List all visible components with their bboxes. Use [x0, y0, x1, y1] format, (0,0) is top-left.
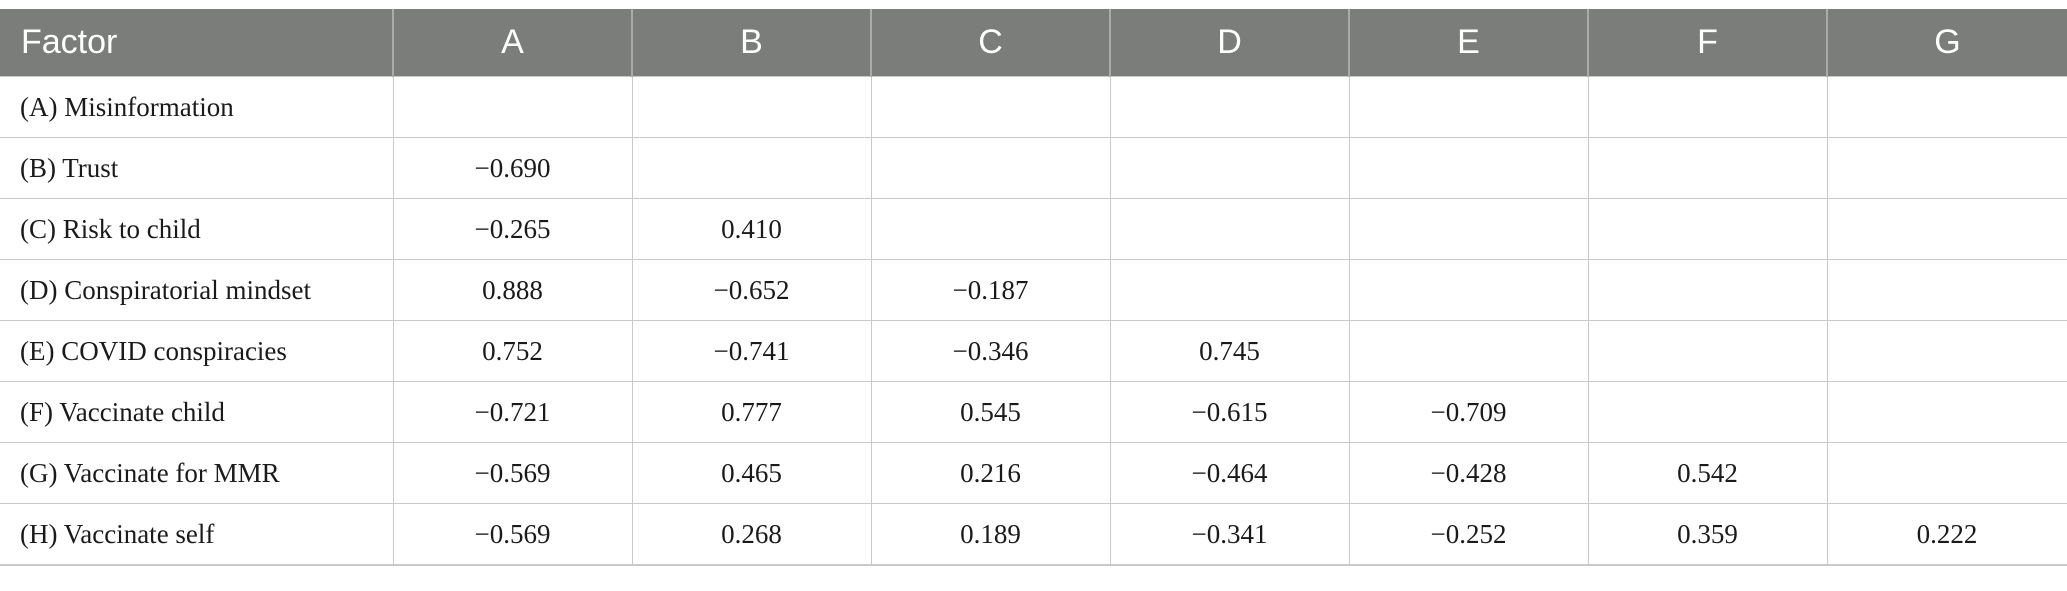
- correlation-value-cell: [1587, 198, 1828, 260]
- correlation-value-cell: [1826, 198, 2067, 260]
- factor-label-cell: (F) Vaccinate child: [0, 381, 394, 443]
- table-header: Factor A B C D E F G: [0, 9, 2067, 77]
- correlation-value-cell: [392, 76, 633, 138]
- correlation-value-cell: 0.268: [631, 503, 872, 566]
- correlation-value-cell: −0.721: [392, 381, 633, 443]
- header-row: Factor A B C D E F G: [0, 9, 2067, 77]
- correlation-value-cell: −0.652: [631, 259, 872, 321]
- table-row: (C) Risk to child −0.265 0.410: [0, 198, 2067, 260]
- correlation-value-cell: [1826, 137, 2067, 199]
- correlation-table: Factor A B C D E F G (A) Misinformation(…: [0, 9, 2067, 566]
- correlation-value-cell: [1109, 76, 1350, 138]
- table-body: (A) Misinformation (B) Trust −0.690 (C) Ris…: [0, 76, 2067, 566]
- correlation-value-cell: [1826, 76, 2067, 138]
- correlation-value-cell: −0.341: [1109, 503, 1350, 566]
- factor-label-cell: (G) Vaccinate for MMR: [0, 442, 394, 504]
- table-row: (E) COVID conspiracies 0.752 −0.741 −0.346 0…: [0, 320, 2067, 382]
- factor-label-cell: (C) Risk to child: [0, 198, 394, 260]
- correlation-value-cell: [1109, 137, 1350, 199]
- correlation-value-cell: [1587, 320, 1828, 382]
- correlation-value-cell: −0.690: [392, 137, 633, 199]
- correlation-value-cell: [631, 76, 872, 138]
- correlation-value-cell: 0.216: [870, 442, 1111, 504]
- correlation-value-cell: −0.569: [392, 503, 633, 566]
- factor-label-cell: (A) Misinformation: [0, 76, 394, 138]
- correlation-value-cell: [1109, 198, 1350, 260]
- correlation-value-cell: −0.741: [631, 320, 872, 382]
- column-header-f: F: [1587, 9, 1827, 77]
- table-row: (G) Vaccinate for MMR −0.569 0.465 0.216 −0.…: [0, 442, 2067, 504]
- table-row: (A) Misinformation: [0, 76, 2067, 138]
- correlation-value-cell: −0.187: [870, 259, 1111, 321]
- table-row: (D) Conspiratorial mindset 0.888 −0.652 −0.…: [0, 259, 2067, 321]
- correlation-value-cell: [1587, 381, 1828, 443]
- correlation-value-cell: 0.359: [1587, 503, 1828, 566]
- correlation-value-cell: −0.265: [392, 198, 633, 260]
- column-header-b: B: [631, 9, 871, 77]
- correlation-value-cell: −0.428: [1348, 442, 1589, 504]
- correlation-value-cell: [870, 137, 1111, 199]
- column-header-factor: Factor: [0, 9, 393, 77]
- correlation-value-cell: −0.346: [870, 320, 1111, 382]
- factor-label-cell: (H) Vaccinate self: [0, 503, 394, 566]
- correlation-value-cell: 0.189: [870, 503, 1111, 566]
- factor-label-cell: (D) Conspiratorial mindset: [0, 259, 394, 321]
- correlation-value-cell: [1348, 259, 1589, 321]
- correlation-value-cell: 0.745: [1109, 320, 1350, 382]
- correlation-value-cell: −0.569: [392, 442, 633, 504]
- correlation-value-cell: [1826, 442, 2067, 504]
- column-header-e: E: [1348, 9, 1588, 77]
- correlation-value-cell: 0.777: [631, 381, 872, 443]
- correlation-value-cell: [870, 198, 1111, 260]
- correlation-value-cell: [1587, 259, 1828, 321]
- correlation-value-cell: 0.752: [392, 320, 633, 382]
- table-row: (F) Vaccinate child −0.721 0.777 0.545 −0.61…: [0, 381, 2067, 443]
- correlation-value-cell: [1826, 259, 2067, 321]
- column-header-d: D: [1109, 9, 1349, 77]
- correlation-value-cell: −0.464: [1109, 442, 1350, 504]
- correlation-value-cell: [1587, 137, 1828, 199]
- correlation-value-cell: [631, 137, 872, 199]
- correlation-value-cell: [1348, 198, 1589, 260]
- correlation-value-cell: [1109, 259, 1350, 321]
- factor-label-cell: (E) COVID conspiracies: [0, 320, 394, 382]
- table-row: (B) Trust −0.690: [0, 137, 2067, 199]
- table-row: (H) Vaccinate self −0.569 0.268 0.189 −0.341…: [0, 503, 2067, 566]
- correlation-value-cell: −0.615: [1109, 381, 1350, 443]
- correlation-value-cell: [1826, 381, 2067, 443]
- correlation-value-cell: [1348, 76, 1589, 138]
- correlation-value-cell: 0.542: [1587, 442, 1828, 504]
- correlation-value-cell: [1587, 76, 1828, 138]
- correlation-value-cell: 0.888: [392, 259, 633, 321]
- correlation-value-cell: −0.252: [1348, 503, 1589, 566]
- correlation-value-cell: −0.709: [1348, 381, 1589, 443]
- correlation-value-cell: [870, 76, 1111, 138]
- correlation-value-cell: 0.465: [631, 442, 872, 504]
- correlation-value-cell: 0.410: [631, 198, 872, 260]
- column-header-g: G: [1826, 9, 2067, 77]
- column-header-c: C: [870, 9, 1110, 77]
- factor-label-cell: (B) Trust: [0, 137, 394, 199]
- correlation-value-cell: [1348, 137, 1589, 199]
- correlation-value-cell: 0.222: [1826, 503, 2067, 566]
- correlation-value-cell: [1826, 320, 2067, 382]
- correlation-value-cell: [1348, 320, 1589, 382]
- correlation-value-cell: 0.545: [870, 381, 1111, 443]
- column-header-a: A: [392, 9, 632, 77]
